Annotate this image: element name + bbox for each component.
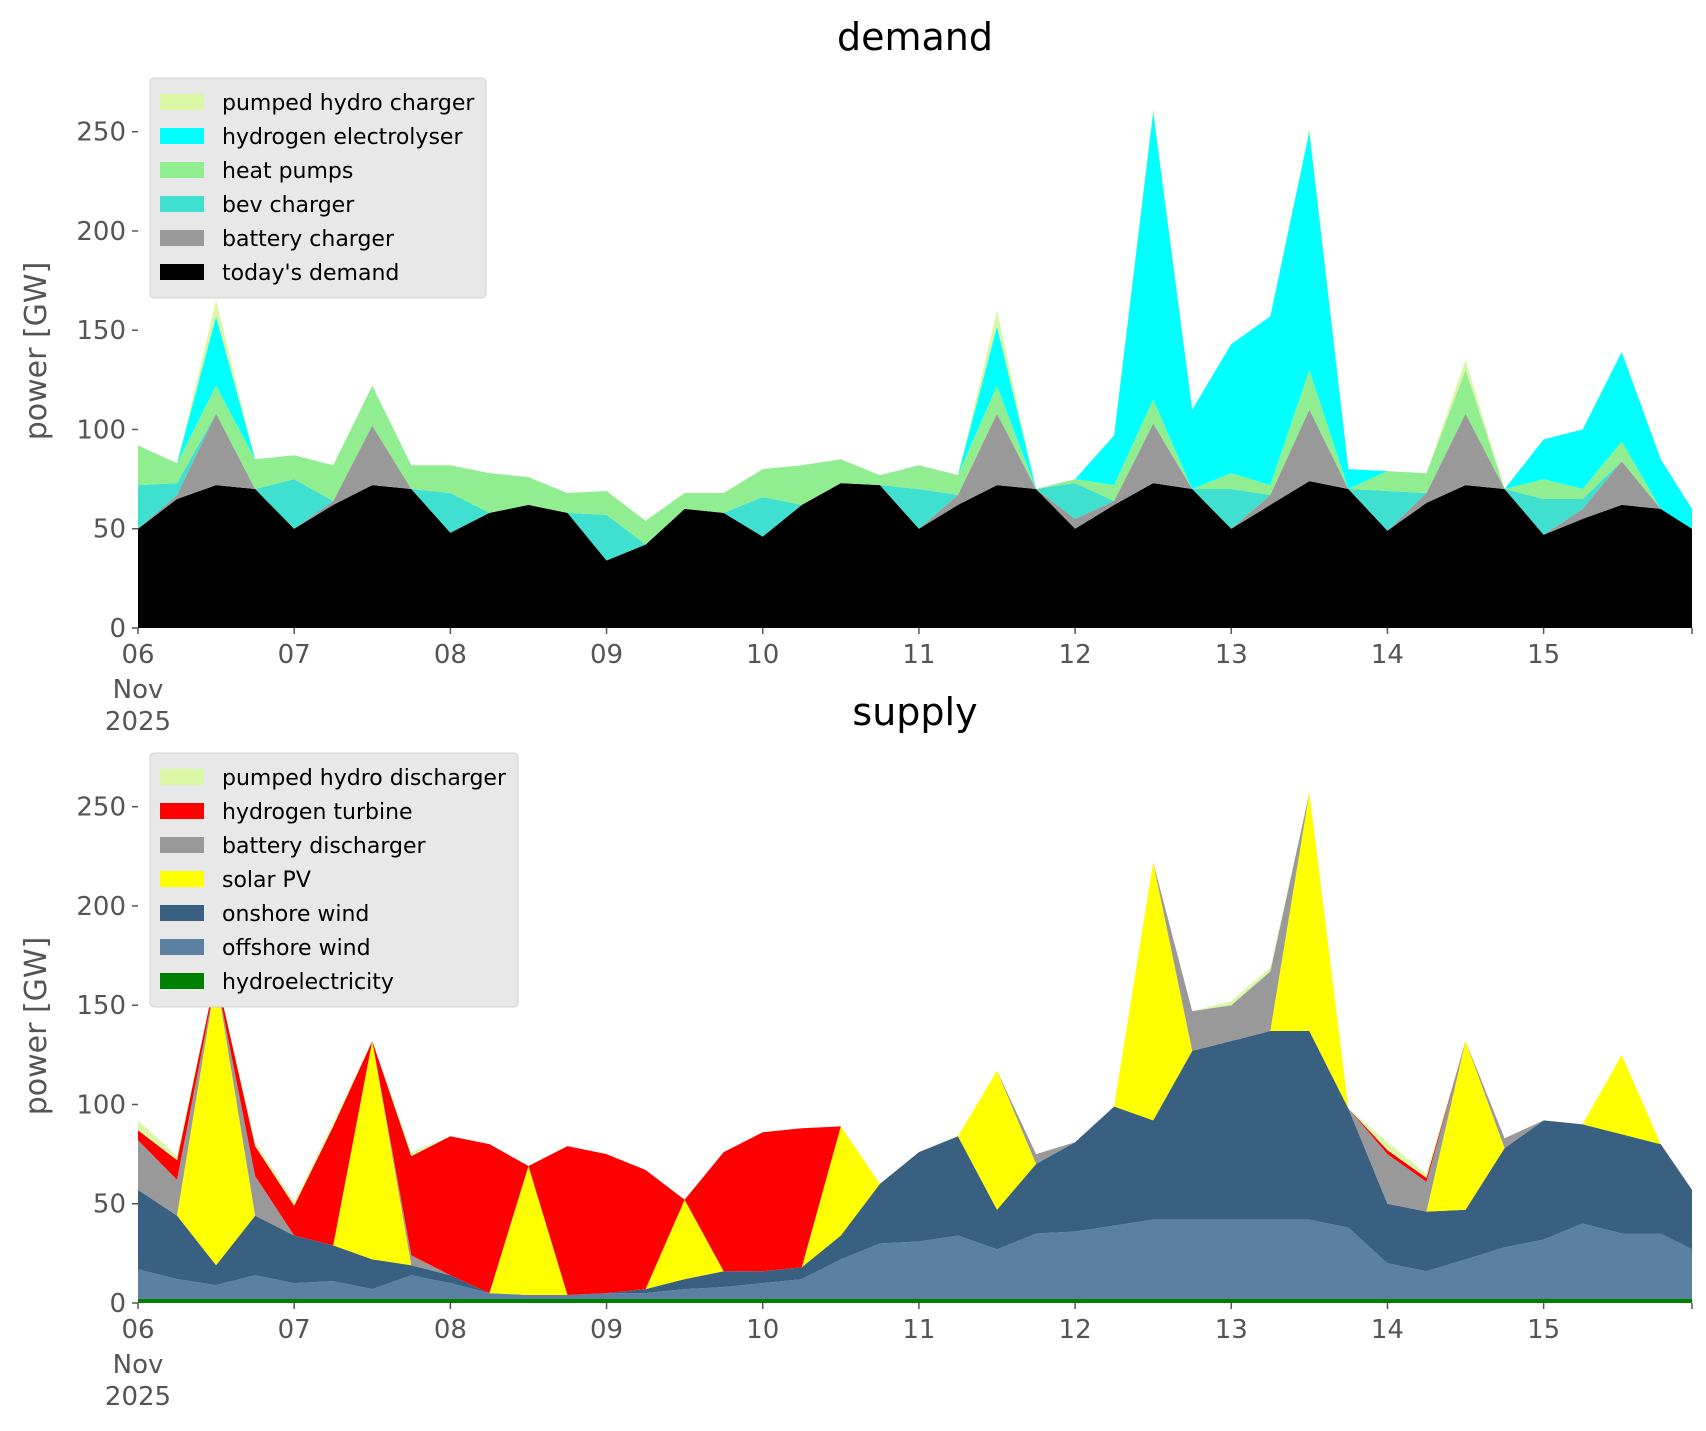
legend-swatch-today-s-demand: [160, 264, 204, 280]
y-tick-label: 200: [76, 217, 126, 247]
x-tick-label: 12: [1059, 640, 1092, 670]
series-area-hydrogen-turbine: [138, 792, 1692, 1296]
legend-swatch-onshore-wind: [160, 905, 204, 921]
x-tick-sublabel: Nov: [113, 1350, 164, 1380]
y-axis-label: power [GW]: [19, 262, 54, 441]
x-tick-label: 06: [121, 1315, 154, 1345]
series-area-hydroelectricity: [138, 1299, 1692, 1303]
x-tick-label: 15: [1527, 640, 1560, 670]
y-tick-label: 250: [76, 793, 126, 823]
chart-title: supply: [852, 690, 977, 734]
y-tick-label: 150: [76, 991, 126, 1021]
y-tick-label: 150: [76, 316, 126, 346]
legend-swatch-hydrogen-electrolyser: [160, 128, 204, 144]
legend: pumped hydro charger hydrogen electrolyse…: [149, 77, 487, 299]
series-area-solar-pv: [138, 792, 1692, 1296]
legend-label-pumped-hydro-discharger: pumped hydro discharger: [222, 766, 507, 791]
series-area-hydrogen-electrolyser: [138, 111, 1692, 529]
y-tick-label: 200: [76, 892, 126, 922]
series-area-offshore-wind: [138, 1219, 1692, 1300]
x-tick-label: 07: [278, 1315, 311, 1345]
legend: pumped hydro discharger hydrogen turbine b…: [149, 752, 519, 1008]
x-tick-label: 08: [434, 640, 467, 670]
series-layer: [138, 107, 1692, 628]
x-tick-label: 09: [590, 1315, 623, 1345]
x-tick-sublabel: 2025: [105, 707, 171, 737]
y-tick-label: 50: [93, 515, 126, 545]
legend-label-offshore-wind: offshore wind: [222, 936, 371, 961]
x-tick-label: 11: [902, 1315, 935, 1345]
legend-box: [149, 77, 487, 299]
legend-swatch-solar-pv: [160, 871, 204, 887]
x-tick-label: 13: [1215, 640, 1248, 670]
y-tick-label: 0: [109, 614, 126, 644]
x-tick-label: 09: [590, 640, 623, 670]
legend-swatch-bev-charger: [160, 196, 204, 212]
chart-supply: supply power [GW] 05010015020025006Nov20…: [19, 690, 1693, 1412]
legend-label-battery-discharger: battery discharger: [222, 834, 427, 859]
y-tick-label: 100: [76, 1090, 126, 1120]
legend-label-heat-pumps: heat pumps: [222, 159, 353, 184]
y-tick-label: 50: [93, 1190, 126, 1220]
chart-title: demand: [837, 15, 993, 59]
legend-swatch-pumped-hydro-discharger: [160, 769, 204, 785]
x-tick-sublabel: Nov: [113, 675, 164, 705]
series-area-battery-charger: [138, 409, 1692, 561]
legend-swatch-pumped-hydro-charger: [160, 94, 204, 110]
series-area-today-s-demand: [138, 481, 1692, 628]
legend-swatch-heat-pumps: [160, 162, 204, 178]
x-tick-label: 10: [746, 1315, 779, 1345]
y-tick-label: 0: [109, 1289, 126, 1319]
x-tick-sublabel: 2025: [105, 1382, 171, 1412]
x-tick-label: 10: [746, 640, 779, 670]
legend-swatch-offshore-wind: [160, 939, 204, 955]
x-tick-label: 15: [1527, 1315, 1560, 1345]
x-tick-label: 11: [902, 640, 935, 670]
chart-demand: demand power [GW] 0 50 100 150 200 250 06 Nov20…: [19, 15, 1693, 737]
legend-swatch-hydrogen-turbine: [160, 803, 204, 819]
y-tick-label: 250: [76, 118, 126, 148]
y-tick-label: 100: [76, 415, 126, 445]
legend-label-solar-pv: solar PV: [222, 868, 311, 893]
legend-label-onshore-wind: onshore wind: [222, 902, 369, 927]
legend-swatch-hydroelectricity: [160, 973, 204, 989]
x-tick-label: 07: [278, 640, 311, 670]
legend-label-hydroelectricity: hydroelectricity: [222, 970, 394, 995]
series-layer: [138, 792, 1692, 1303]
x-tick-label: 12: [1059, 1315, 1092, 1345]
legend-swatch-battery-charger: [160, 230, 204, 246]
legend-box: [149, 752, 519, 1008]
legend-label-bev-charger: bev charger: [222, 193, 355, 218]
x-tick-label: 08: [434, 1315, 467, 1345]
legend-label-battery-charger: battery charger: [222, 227, 395, 252]
legend-label-pumped-hydro-charger: pumped hydro charger: [222, 91, 475, 116]
series-area-heat-pumps: [138, 369, 1692, 545]
x-tick-label: 14: [1371, 1315, 1404, 1345]
x-tick-label: 06: [121, 640, 154, 670]
y-axis-label: power [GW]: [19, 937, 54, 1116]
legend-label-today-s-demand: today's demand: [222, 261, 399, 286]
legend-label-hydrogen-electrolyser: hydrogen electrolyser: [222, 125, 463, 150]
x-tick-label: 13: [1215, 1315, 1248, 1345]
legend-swatch-battery-discharger: [160, 837, 204, 853]
x-tick-label: 14: [1371, 640, 1404, 670]
series-area-onshore-wind: [138, 1031, 1692, 1296]
legend-label-hydrogen-turbine: hydrogen turbine: [222, 800, 413, 825]
